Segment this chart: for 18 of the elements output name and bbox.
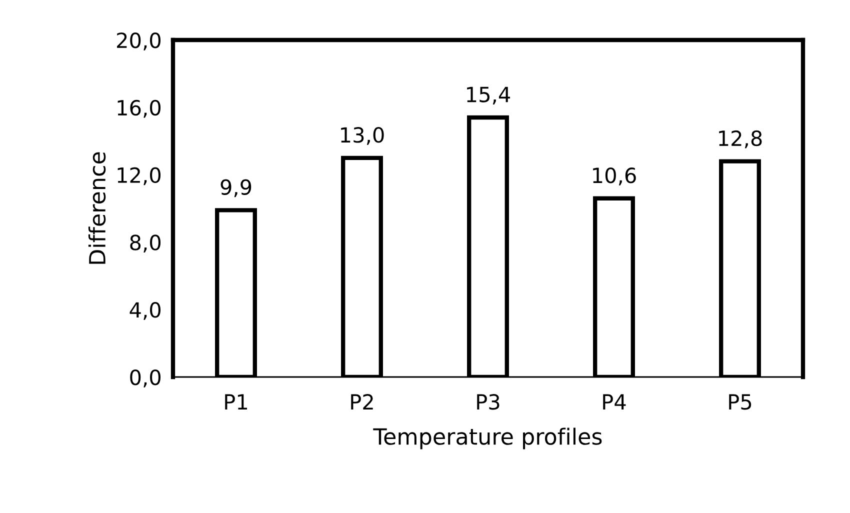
y-axis-title: Difference xyxy=(88,152,106,264)
y-tick-label: 20,0 xyxy=(117,32,161,50)
data-label: 12,8 xyxy=(719,130,762,148)
y-tick-label: 12,0 xyxy=(118,167,161,186)
data-label: 13,0 xyxy=(341,127,384,145)
y-tick-label: 8,0 xyxy=(130,234,161,253)
x-tick-label: P2 xyxy=(351,394,373,410)
x-tick-label: P3 xyxy=(477,394,500,410)
data-label: 10,6 xyxy=(593,167,636,186)
x-tick-label: P5 xyxy=(729,394,752,410)
data-label: 15,4 xyxy=(467,86,510,104)
data-label: 9,9 xyxy=(220,179,252,198)
y-tick-label: 4,0 xyxy=(130,302,161,320)
x-tick-label: P1 xyxy=(225,394,247,410)
y-tick-label: 16,0 xyxy=(118,100,161,118)
x-tick-label: P4 xyxy=(603,394,626,410)
x-axis-title: Temperature profiles xyxy=(373,428,602,450)
y-tick-label: 0,0 xyxy=(130,369,161,388)
